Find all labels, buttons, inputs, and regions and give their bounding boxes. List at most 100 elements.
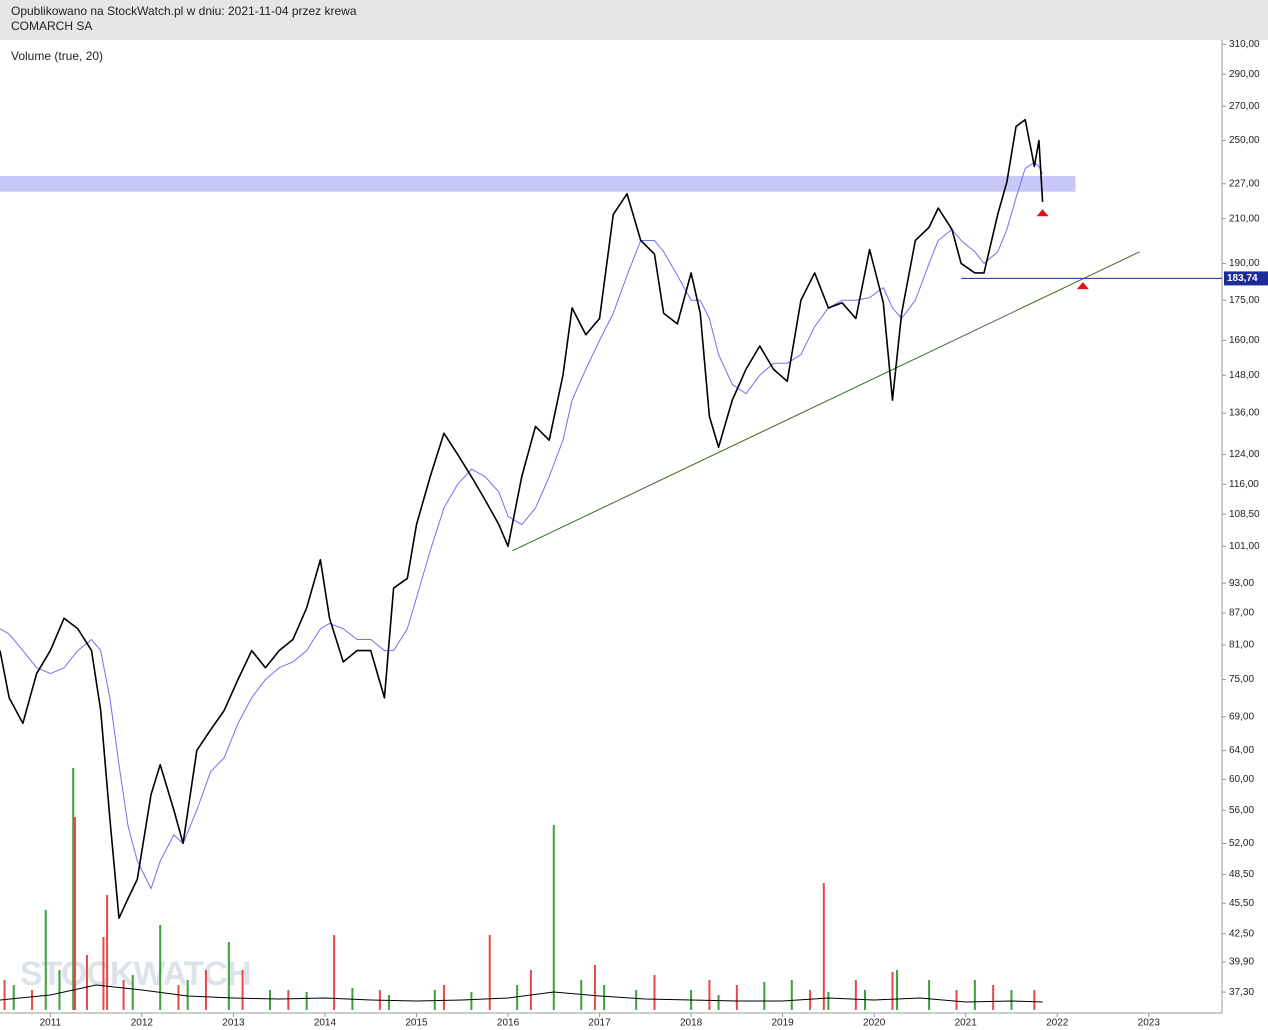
volume-average — [0, 984, 1043, 1003]
volume-bar — [955, 990, 958, 1010]
x-tick-label: 2016 — [497, 1018, 520, 1029]
x-tick-label: 2019 — [772, 1018, 795, 1029]
y-tick-label: 290,00 — [1229, 69, 1260, 80]
volume-bar — [603, 985, 606, 1010]
x-tick-label: 2018 — [680, 1018, 703, 1029]
y-tick-label: 81,00 — [1229, 640, 1254, 651]
indicator-label: Volume (true, 20) — [11, 49, 103, 63]
y-tick-label: 136,00 — [1229, 408, 1260, 419]
volume-bar — [763, 982, 766, 1010]
volume-bar — [854, 980, 857, 1010]
volume-bar — [58, 970, 61, 1010]
volume-bar — [72, 768, 75, 1010]
signal-marker — [1036, 209, 1049, 217]
y-tick-label: 69,00 — [1229, 711, 1254, 722]
volume-bar — [708, 980, 711, 1010]
y-tick-label: 108,50 — [1229, 509, 1260, 520]
volume-bar — [106, 895, 109, 1010]
volume-bar — [442, 985, 445, 1010]
volume-bar — [44, 910, 47, 1010]
volume-bar — [717, 995, 720, 1010]
y-tick-label: 124,00 — [1229, 449, 1260, 460]
header-bar — [0, 0, 1268, 40]
volume-bar — [102, 937, 105, 1010]
y-tick-label: 210,00 — [1229, 213, 1260, 224]
price-line — [0, 118, 1044, 919]
y-tick-label: 64,00 — [1229, 745, 1254, 756]
x-tick-label: 2017 — [588, 1018, 611, 1029]
y-tick-label: 190,00 — [1229, 258, 1260, 269]
x-tick-label: 2011 — [40, 1018, 62, 1029]
y-tick-label: 52,00 — [1229, 838, 1254, 849]
volume-bar — [241, 970, 244, 1010]
y-tick-label: 42,50 — [1229, 928, 1254, 939]
volume-bar — [12, 985, 15, 1010]
published-note: Opublikowano na StockWatch.pl w dniu: 20… — [11, 4, 357, 18]
volume-bar — [973, 980, 976, 1010]
y-tick-label: 116,00 — [1229, 479, 1259, 490]
volume-bar — [822, 883, 825, 1010]
volume-bar — [470, 992, 473, 1010]
volume-bar — [433, 990, 436, 1010]
volume-bar — [186, 980, 189, 1010]
volume-bar — [269, 990, 272, 1010]
volume-bar — [896, 970, 899, 1010]
x-tick-label: 2022 — [1046, 1018, 1069, 1029]
volume-bar — [287, 990, 290, 1010]
moving-average — [0, 162, 1044, 890]
x-tick-label: 2020 — [863, 1018, 886, 1029]
volume-bar — [159, 925, 162, 1010]
volume-bar — [516, 985, 519, 1010]
volume-bar — [227, 942, 230, 1010]
resistance-band — [0, 175, 1076, 192]
y-tick-label: 87,00 — [1229, 608, 1254, 619]
x-tick-label: 2021 — [955, 1018, 978, 1029]
y-tick-label: 148,00 — [1229, 370, 1260, 381]
y-tick-label: 37,30 — [1229, 987, 1254, 998]
volume-bar — [305, 992, 308, 1010]
volume-bar — [177, 985, 180, 1010]
volume-bar — [3, 980, 6, 1010]
y-tick-label: 227,00 — [1229, 178, 1260, 189]
volume-bar — [1033, 990, 1036, 1010]
volume-bar — [790, 980, 793, 1010]
volume-bar — [593, 965, 596, 1010]
y-tick-label: 93,00 — [1229, 578, 1254, 589]
y-tick-label: 48,50 — [1229, 869, 1254, 880]
y-tick-label: 310,00 — [1229, 39, 1260, 50]
y-tick-label: 250,00 — [1229, 135, 1260, 146]
price-label: 183,74 — [1227, 273, 1258, 284]
y-tick-label: 101,00 — [1229, 541, 1260, 552]
price-label-box — [1224, 271, 1268, 286]
trendline — [512, 251, 1140, 552]
y-tick-label: 45,50 — [1229, 898, 1254, 909]
volume-bar — [635, 990, 638, 1010]
volume-bar — [529, 970, 532, 1010]
volume-bar — [891, 972, 894, 1010]
volume-bar — [388, 995, 391, 1010]
volume-bar — [552, 825, 555, 1010]
volume-bar — [85, 955, 88, 1010]
volume-bar — [122, 980, 125, 1010]
volume-bar — [928, 980, 931, 1010]
volume-bar — [333, 935, 336, 1010]
x-tick-label: 2023 — [1138, 1018, 1161, 1029]
symbol: COMARCH SA — [11, 19, 92, 33]
x-tick-label: 2014 — [314, 1018, 337, 1029]
volume-bar — [653, 975, 656, 1010]
y-tick-label: 175,00 — [1229, 295, 1260, 306]
y-tick-label: 60,00 — [1229, 774, 1254, 785]
y-tick-label: 75,00 — [1229, 674, 1254, 685]
volume-bar — [735, 985, 738, 1010]
volume-bar — [204, 970, 207, 1010]
volume-bar — [488, 935, 491, 1010]
volume-bar — [580, 980, 583, 1010]
x-tick-label: 2013 — [222, 1018, 245, 1029]
y-tick-label: 56,00 — [1229, 805, 1254, 816]
signal-marker — [1076, 282, 1089, 290]
x-tick-label: 2012 — [131, 1018, 154, 1029]
volume-bar — [31, 990, 34, 1010]
volume-bar — [131, 975, 134, 1010]
y-tick-label: 270,00 — [1229, 101, 1260, 112]
